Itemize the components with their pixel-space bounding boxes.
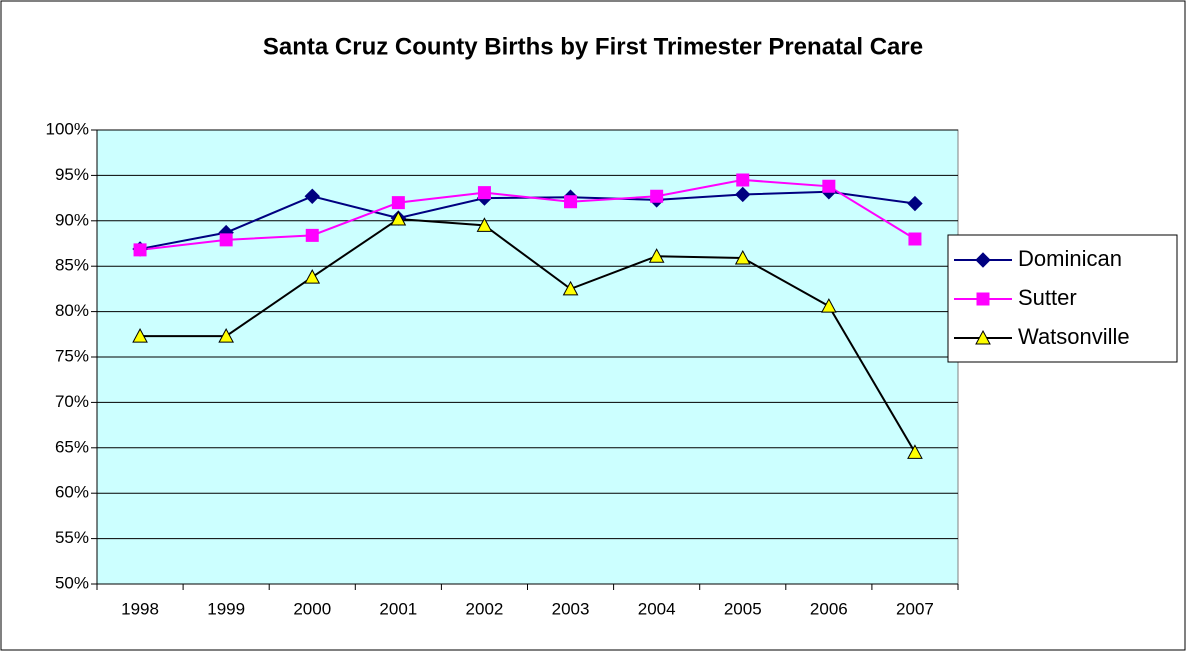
legend-label: Sutter bbox=[1018, 285, 1077, 310]
legend-label: Watsonville bbox=[1018, 324, 1130, 349]
data-point bbox=[477, 186, 491, 200]
data-point bbox=[821, 298, 837, 313]
data-point bbox=[650, 189, 664, 203]
data-point bbox=[391, 196, 405, 210]
x-tick-label: 2006 bbox=[810, 599, 848, 618]
y-tick-label: 95% bbox=[55, 165, 89, 184]
y-tick-label: 70% bbox=[55, 392, 89, 411]
legend-marker bbox=[976, 292, 990, 306]
x-tick-label: 2004 bbox=[638, 599, 676, 618]
data-point bbox=[907, 195, 923, 212]
data-point bbox=[218, 328, 234, 343]
data-point bbox=[735, 186, 751, 203]
x-tick-label: 2003 bbox=[552, 599, 590, 618]
y-tick-label: 50% bbox=[55, 573, 89, 592]
y-tick-label: 85% bbox=[55, 256, 89, 275]
data-point bbox=[562, 280, 579, 296]
x-tick-label: 2000 bbox=[293, 599, 331, 618]
x-tick-label: 2005 bbox=[724, 599, 762, 618]
y-tick-label: 75% bbox=[55, 346, 89, 365]
x-tick-label: 2007 bbox=[896, 599, 934, 618]
data-point bbox=[132, 328, 148, 343]
data-point bbox=[908, 232, 922, 246]
data-point bbox=[648, 248, 665, 263]
legend-label: Dominican bbox=[1018, 246, 1122, 271]
data-point bbox=[219, 233, 233, 247]
data-point bbox=[133, 243, 147, 257]
y-tick-label: 100% bbox=[46, 119, 89, 138]
data-point bbox=[822, 179, 836, 193]
data-point bbox=[564, 195, 578, 209]
y-tick-label: 80% bbox=[55, 301, 89, 320]
y-tick-label: 55% bbox=[55, 528, 89, 547]
y-tick-label: 60% bbox=[55, 483, 89, 502]
series-line bbox=[140, 217, 916, 453]
data-point bbox=[476, 217, 493, 232]
legend-marker bbox=[975, 252, 991, 268]
x-tick-label: 2002 bbox=[466, 599, 504, 618]
chart-title: Santa Cruz County Births by First Trimes… bbox=[263, 33, 923, 60]
x-tick-label: 1998 bbox=[121, 599, 159, 618]
y-tick-label: 90% bbox=[55, 210, 89, 229]
data-point bbox=[304, 269, 321, 284]
x-tick-label: 1999 bbox=[207, 599, 245, 618]
data-point bbox=[734, 249, 751, 265]
data-point bbox=[304, 188, 320, 204]
y-tick-label: 65% bbox=[55, 437, 89, 456]
data-point bbox=[907, 444, 923, 459]
x-tick-label: 2001 bbox=[379, 599, 417, 618]
data-point bbox=[736, 173, 750, 187]
series-line bbox=[139, 178, 916, 251]
data-point bbox=[305, 228, 319, 242]
data-point bbox=[390, 210, 407, 226]
legend-marker bbox=[975, 329, 991, 345]
